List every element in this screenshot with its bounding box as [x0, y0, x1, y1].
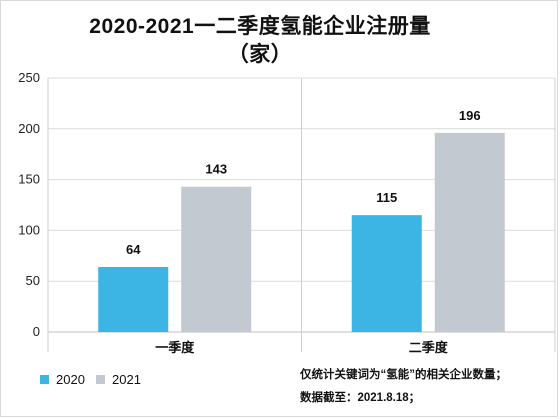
footnote-date: 数据截至：2021.8.18；: [300, 392, 421, 404]
data-label-2020-二季度: 115: [376, 190, 397, 205]
bar-2021-二季度: [434, 132, 505, 332]
legend-item-2020: 2020: [40, 372, 85, 387]
x-category-label-1: 二季度: [409, 340, 449, 355]
y-tick-150: 150: [18, 172, 40, 187]
chart-title-unit: （家）: [227, 43, 293, 66]
y-tick-100: 100: [18, 222, 40, 237]
legend-label-2020: 2020: [56, 372, 85, 387]
bar-2020-二季度: [351, 215, 422, 332]
footnote-keyword: 仅统计关键词为“氢能”的相关企业数量；: [300, 369, 507, 381]
y-tick-0: 0: [33, 324, 40, 339]
data-labels: 64 143 115 196: [126, 108, 481, 257]
gridlines: [47, 77, 556, 352]
data-label-2020-一季度: 64: [126, 242, 141, 257]
legend-item-2021: 2021: [96, 372, 141, 387]
data-label-2021-一季度: 143: [205, 162, 227, 177]
chart-title: 2020-2021一二季度氢能企业注册量: [89, 15, 431, 38]
bar-2020-一季度: [98, 266, 169, 332]
bars: [98, 132, 505, 332]
y-axis-ticks: 0 50 100 150 200 250: [18, 70, 40, 339]
legend-label-2021: 2021: [112, 372, 141, 387]
data-label-2021-二季度: 196: [459, 108, 481, 123]
y-tick-50: 50: [26, 273, 40, 288]
x-category-label-0: 一季度: [155, 340, 195, 355]
y-tick-250: 250: [18, 70, 40, 85]
y-tick-200: 200: [18, 121, 40, 136]
legend-swatch-2020: [40, 375, 49, 384]
x-axis-categories: 一季度 二季度: [155, 340, 449, 355]
legend-swatch-2021: [96, 375, 105, 384]
bar-2021-一季度: [181, 186, 252, 332]
